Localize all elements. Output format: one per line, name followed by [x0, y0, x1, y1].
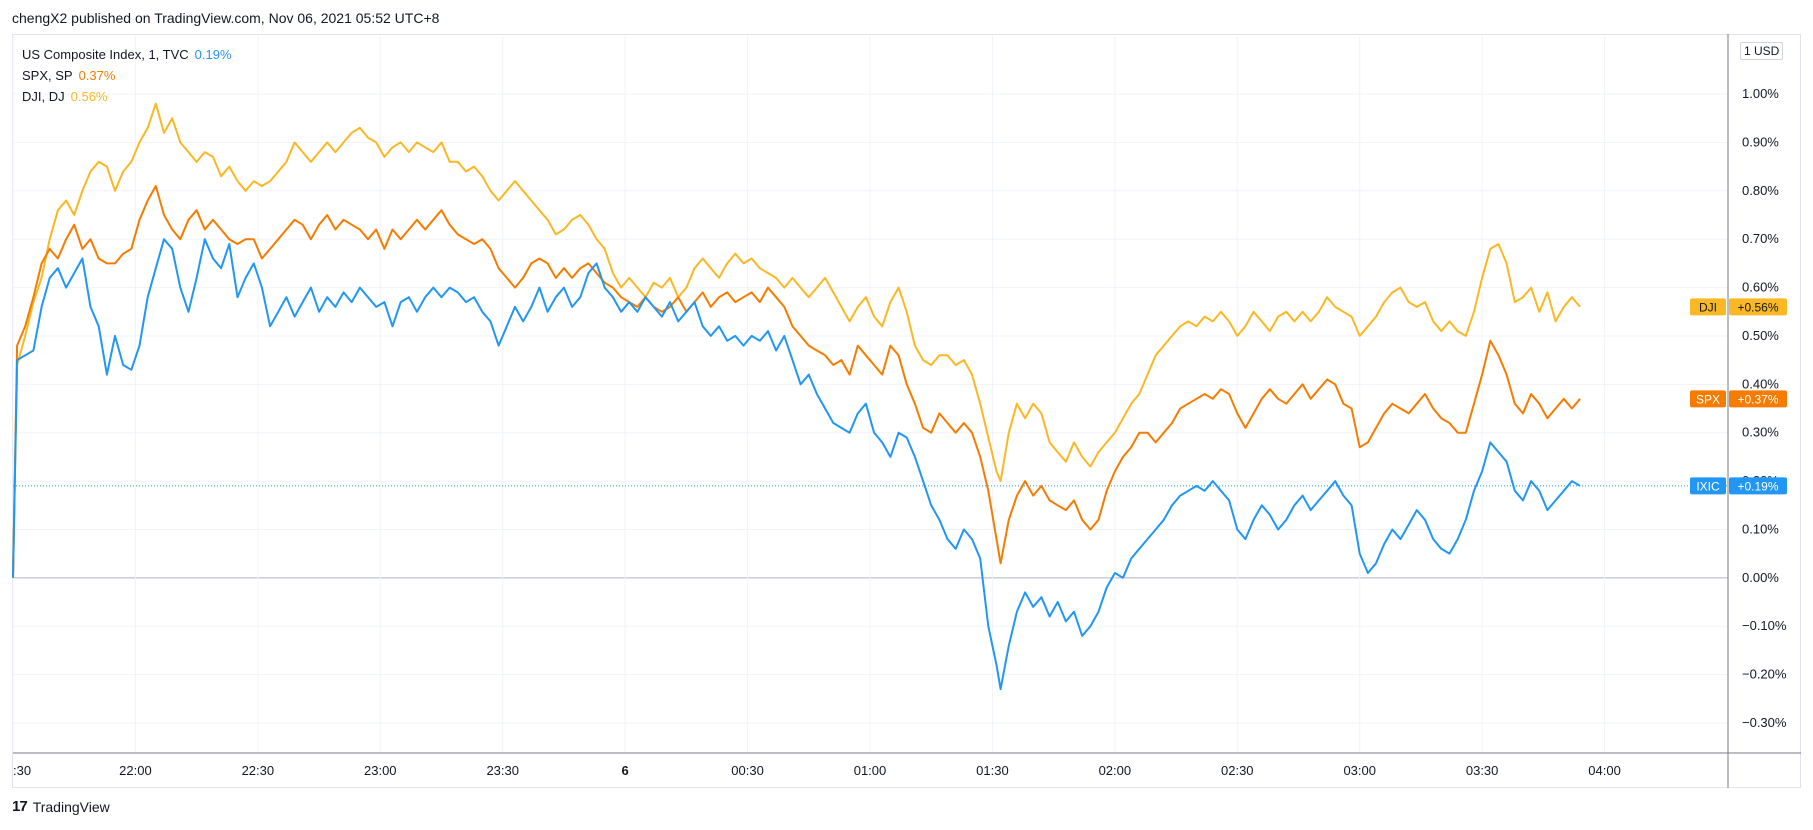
legend-row-dji[interactable]: DJI, DJ 0.56% — [22, 86, 232, 107]
series-line-dji[interactable] — [12, 102, 1581, 578]
footer-brand[interactable]: 17 TradingView — [12, 798, 110, 815]
x-tick-label: 22:00 — [119, 763, 152, 778]
x-tick-label: 03:30 — [1466, 763, 1499, 778]
y-tick-label: 0.70% — [1742, 231, 1779, 246]
series-tag-ixic — [1690, 477, 1726, 495]
legend-label-ixic: US Composite Index, 1, TVC — [22, 47, 189, 62]
x-tick-label: 03:00 — [1343, 763, 1376, 778]
x-tick-label: 6 — [622, 763, 629, 778]
y-tick-label: 1.00% — [1742, 86, 1779, 101]
series-value-badge-dji — [1729, 298, 1787, 316]
series-value-label-dji: +0.56% — [1737, 300, 1778, 314]
legend-value-spx: 0.37% — [78, 68, 116, 83]
x-tick-label: 00:30 — [731, 763, 764, 778]
y-tick-label: 0.30% — [1742, 425, 1779, 440]
y-tick-label: 0.00% — [1742, 570, 1779, 585]
y-tick-label: −0.10% — [1742, 618, 1787, 633]
legend-row-ixic[interactable]: US Composite Index, 1, TVC 0.19% — [22, 44, 232, 65]
brand-name: TradingView — [32, 798, 110, 815]
series-tag-spx — [1690, 390, 1726, 408]
x-tick-label: 22:30 — [242, 763, 275, 778]
series-value-label-ixic: +0.19% — [1737, 479, 1778, 493]
series-value-badge-ixic — [1729, 477, 1787, 495]
y-tick-label: −0.30% — [1742, 715, 1787, 730]
y-tick-label: 0.50% — [1742, 328, 1779, 343]
y-tick-label: −0.20% — [1742, 667, 1787, 682]
x-tick-label: 23:00 — [364, 763, 397, 778]
y-tick-label: 0.40% — [1742, 376, 1779, 391]
series-tag-label-dji: DJI — [1699, 300, 1717, 314]
series-line-ixic[interactable] — [12, 238, 1581, 691]
legend-label-dji: DJI, DJ — [22, 89, 65, 104]
x-tick-label: 02:00 — [1099, 763, 1132, 778]
series-value-label-spx: +0.37% — [1737, 392, 1778, 406]
x-tick-label: :30 — [13, 763, 31, 778]
y-tick-label: 0.60% — [1742, 280, 1779, 295]
y-tick-label: 0.10% — [1742, 521, 1779, 536]
series-tag-label-spx: SPX — [1696, 392, 1720, 406]
published-line: chengX2 published on TradingView.com, No… — [12, 10, 440, 26]
x-tick-label: 01:30 — [976, 763, 1009, 778]
legend: US Composite Index, 1, TVC 0.19% SPX, SP 0… — [22, 44, 232, 107]
legend-row-spx[interactable]: SPX, SP 0.37% — [22, 65, 232, 86]
legend-label-spx: SPX, SP — [22, 68, 73, 83]
series-tag-label-ixic: IXIC — [1696, 479, 1720, 493]
legend-value-dji: 0.56% — [70, 89, 108, 104]
series-tag-dji — [1690, 298, 1726, 316]
series-line-spx[interactable] — [12, 185, 1581, 578]
y-tick-label: 0.80% — [1742, 183, 1779, 198]
x-tick-label: 01:00 — [854, 763, 887, 778]
legend-value-ixic: 0.19% — [194, 47, 232, 62]
series-value-badge-spx — [1729, 390, 1787, 408]
x-tick-label: 04:00 — [1588, 763, 1621, 778]
x-tick-label: 02:30 — [1221, 763, 1254, 778]
y-tick-label: 0.90% — [1742, 134, 1779, 149]
currency-button[interactable]: 1 USD — [1740, 42, 1784, 60]
x-tick-label: 23:30 — [486, 763, 519, 778]
tradingview-logo-icon: 17 — [12, 798, 28, 815]
